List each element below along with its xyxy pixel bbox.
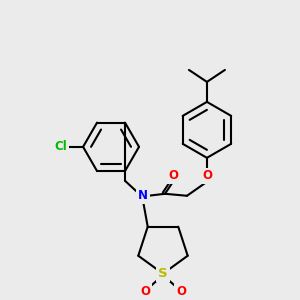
Text: O: O	[140, 285, 150, 298]
Text: S: S	[158, 267, 168, 280]
Text: Cl: Cl	[55, 140, 68, 153]
Text: O: O	[168, 169, 178, 182]
Text: N: N	[138, 189, 148, 202]
Text: O: O	[202, 169, 212, 182]
Text: O: O	[176, 285, 186, 298]
